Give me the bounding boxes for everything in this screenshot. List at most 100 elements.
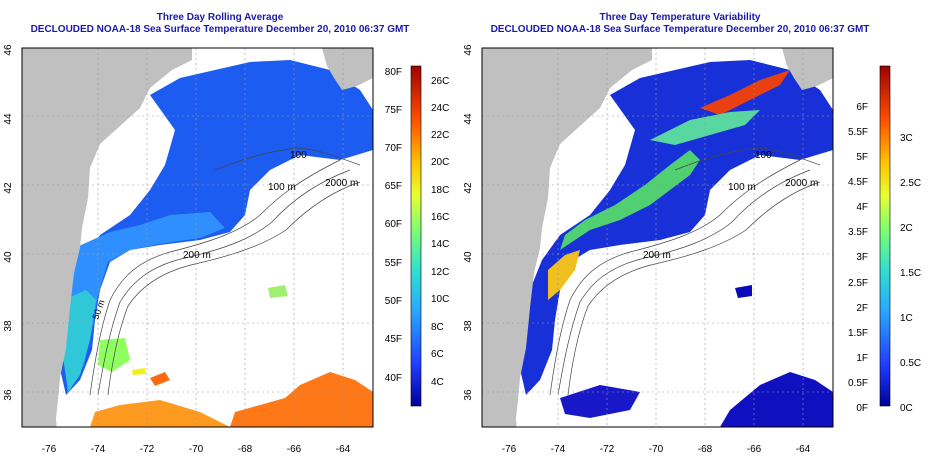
right-cbar-c: 1C (900, 313, 913, 324)
right-contour-200m: 200 m (643, 250, 671, 261)
right-cbar-f: 0.5F (848, 378, 868, 389)
left-cbar-f: 70F (385, 143, 402, 154)
right-lon-tick: -68 (698, 444, 713, 455)
left-lon-tick: -68 (238, 444, 253, 455)
left-lon-tick: -70 (189, 444, 204, 455)
right-variability-maine-high (700, 70, 790, 115)
left-cbar-f: 75F (385, 105, 402, 116)
left-lon-axis: -76 -74 -72 -70 -68 -66 -64 (42, 444, 351, 455)
left-lon-tick: -74 (91, 444, 106, 455)
right-cbar-f: 2.5F (848, 278, 868, 289)
right-lon-tick: -76 (502, 444, 517, 455)
left-lon-tick: -64 (336, 444, 351, 455)
right-grid (482, 48, 833, 427)
left-contour-100m: 100 m (268, 182, 296, 193)
left-sst-yellow-strip (132, 368, 146, 375)
right-contour-2000m: 2000 m (785, 178, 818, 189)
right-lon-tick: -72 (600, 444, 615, 455)
left-lon-tick: -76 (42, 444, 57, 455)
left-lon-tick: -72 (140, 444, 155, 455)
right-cbar-c: 1.5C (900, 268, 921, 279)
left-lat-axis: 46 44 42 40 38 36 (3, 44, 14, 401)
right-cbar-c: 0C (900, 403, 913, 414)
right-cbar-f: 4F (856, 202, 868, 213)
left-map: 200 m 2000 m 100 m 100 50 m -76 -74 -72 … (3, 44, 449, 455)
right-lon-tick: -66 (747, 444, 762, 455)
right-colorbar (879, 65, 891, 407)
left-grid (22, 48, 373, 427)
right-map-title: Three Day Temperature Variability DECLOU… (460, 12, 900, 36)
left-cbar-f: 45F (385, 334, 402, 345)
right-cbar-c: 2.5C (900, 178, 921, 189)
right-variability-coastal-warm (548, 250, 580, 300)
left-lat-tick: 40 (3, 251, 14, 263)
left-cbar-c: 8C (431, 322, 444, 333)
left-contours (89, 147, 361, 396)
left-sst-cool-shelf (62, 212, 225, 390)
left-contour-100: 100 (290, 150, 307, 161)
left-lat-tick: 42 (3, 182, 14, 194)
left-cbar-c: 16C (431, 212, 449, 223)
left-cbar-c: 12C (431, 267, 449, 278)
left-cbar-f: 50F (385, 296, 402, 307)
right-cbar-f: 1F (856, 353, 868, 364)
right-cbar-f: 6F (856, 102, 868, 113)
right-contour-100m: 100 m (728, 182, 756, 193)
left-cbar-f: 40F (385, 373, 402, 384)
left-cbar-c: 22C (431, 130, 449, 141)
left-lon-tick: -66 (287, 444, 302, 455)
right-cbar-f: 2F (856, 303, 868, 314)
left-cbar-c: 18C (431, 185, 449, 196)
left-sst-warm-strip (150, 372, 170, 386)
right-variability-south-low (720, 372, 833, 427)
left-lat-tick: 46 (3, 44, 14, 56)
left-title-line1: Three Day Rolling Average (156, 12, 284, 23)
left-lat-tick: 44 (3, 113, 14, 125)
right-map: 200 m 2000 m 100 m 100 -76 -74 -72 -70 -… (463, 44, 921, 455)
right-cbar-f: 3F (856, 252, 868, 263)
right-cbar-f: 5.5F (848, 127, 868, 138)
right-variability-south-low-2 (560, 385, 640, 418)
right-variability-gulf-band (650, 110, 760, 145)
right-cbar-f: 4.5F (848, 177, 868, 188)
right-lat-axis: 46 44 42 40 38 36 (463, 44, 474, 401)
right-contours (549, 147, 821, 396)
left-cbar-c: 26C (431, 76, 449, 87)
left-colorbar (410, 65, 422, 407)
left-contour-200m: 200 m (183, 250, 211, 261)
right-map-border (481, 47, 834, 428)
right-lat-tick: 36 (463, 389, 474, 401)
left-colorbar-c-labels: 26C 24C 22C 20C 18C 16C 14C 12C 10C 8C 6… (431, 76, 449, 388)
right-colorbar-c-labels: 3C 2.5C 2C 1.5C 1C 0.5C 0C (900, 133, 921, 414)
right-lat-tick: 42 (463, 182, 474, 194)
left-cbar-f: 60F (385, 219, 402, 230)
right-lon-tick: -64 (796, 444, 811, 455)
right-lat-tick: 46 (463, 44, 474, 56)
left-lat-tick: 38 (3, 320, 14, 332)
left-map-border (21, 47, 374, 428)
right-colorbar-f-labels: 6F 5.5F 5F 4.5F 4F 3.5F 3F 2.5F 2F 1.5F … (848, 102, 868, 414)
right-lon-tick: -74 (551, 444, 566, 455)
right-cbar-f: 5F (856, 152, 868, 163)
left-cbar-c: 6C (431, 349, 444, 360)
left-sst-warm-south (90, 400, 230, 427)
left-cbar-f: 65F (385, 181, 402, 192)
left-sst-cyan-band (62, 290, 96, 392)
right-cbar-c: 2C (900, 223, 913, 234)
right-cbar-f: 0F (856, 403, 868, 414)
right-contour-100: 100 (755, 150, 772, 161)
right-title-line1: Three Day Temperature Variability (599, 12, 761, 23)
left-contour-2000m: 2000 m (325, 178, 358, 189)
left-sst-warm-southeast (230, 372, 373, 427)
right-variability-shelf-high (560, 150, 700, 250)
left-cbar-c: 10C (431, 294, 449, 305)
right-lon-tick: -70 (649, 444, 664, 455)
right-lon-axis: -76 -74 -72 -70 -68 -66 -64 (502, 444, 811, 455)
left-title-line2: DECLOUDED NOAA-18 Sea Surface Temperatur… (30, 24, 410, 35)
left-cbar-c: 4C (431, 377, 444, 388)
right-lat-tick: 40 (463, 251, 474, 263)
right-cbar-c: 3C (900, 133, 913, 144)
right-title-line2: DECLOUDED NOAA-18 Sea Surface Temperatur… (490, 24, 870, 35)
right-cbar-c: 0.5C (900, 358, 921, 369)
